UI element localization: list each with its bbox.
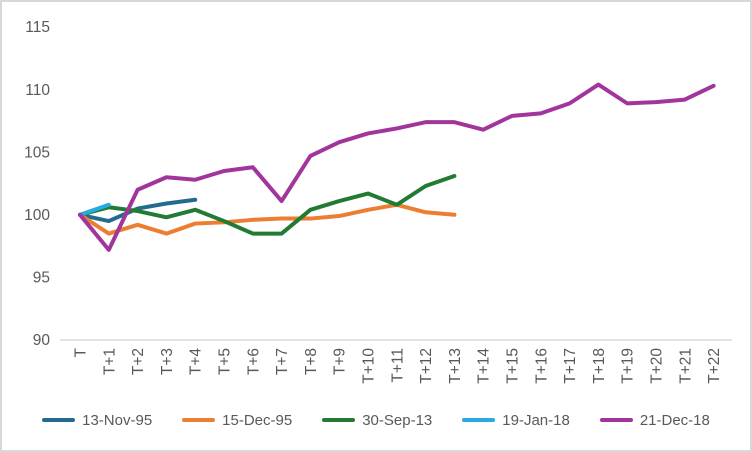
legend-label-15-Dec-95: 15-Dec-95 — [222, 411, 293, 429]
series-line-21-Dec-18 — [78, 82, 716, 252]
legend-label-19-Jan-18: 19-Jan-18 — [502, 411, 570, 429]
legend-item-19-Jan-18[interactable]: 19-Jan-18 — [462, 412, 570, 429]
x-axis-tick-label: T+3 — [159, 348, 176, 375]
y-axis-tick-label: 100 — [24, 207, 50, 224]
x-axis-tick-label: T+17 — [562, 348, 579, 384]
x-axis-tick-label: T+14 — [476, 348, 493, 384]
series-line-30-Sep-13 — [78, 173, 457, 236]
x-axis-tick-label: T+16 — [533, 348, 550, 384]
chart-legend: 13-Nov-95 15-Dec-95 30-Sep-13 19-Jan-18 21-D… — [2, 400, 750, 440]
series-line-15-Dec-95 — [78, 202, 457, 236]
legend-label-30-Sep-13: 30-Sep-13 — [362, 411, 433, 429]
x-axis-tick-label: T+1 — [101, 348, 118, 375]
x-axis-tick-label: T+10 — [361, 348, 378, 384]
legend-label-13-Nov-95: 13-Nov-95 — [82, 411, 153, 429]
x-axis-tick-label: T+20 — [649, 348, 666, 384]
x-axis-tick-label: T+11 — [389, 348, 406, 383]
x-axis-tick-label: T+7 — [274, 348, 291, 375]
y-axis-tick-label: 115 — [25, 19, 50, 36]
x-axis-tick-label: T+15 — [505, 348, 522, 384]
series-line-13-Nov-95 — [78, 197, 198, 224]
x-axis-tick-label: T+8 — [303, 348, 320, 375]
legend-line-swatch-15-Dec-95 — [182, 418, 216, 422]
legend-item-13-Nov-95[interactable]: 13-Nov-95 — [42, 412, 152, 429]
legend-item-30-Sep-13[interactable]: 30-Sep-13 — [322, 412, 432, 429]
legend-line-swatch-30-Sep-13 — [322, 418, 356, 422]
x-axis-tick-label: T+9 — [332, 348, 349, 375]
line-chart-plot: 115 110 105 100 95 90 T T+1 T+2 T+3 T+4 T+5 T+6 T+7 T+… — [24, 19, 732, 384]
y-axis-tick-label: 95 — [33, 270, 50, 287]
x-axis-tick-label: T+5 — [217, 348, 234, 375]
x-axis-tick-label: T+13 — [447, 348, 464, 384]
y-axis-tick-label: 105 — [24, 144, 50, 161]
x-axis-tick-label: T+12 — [418, 348, 435, 384]
x-axis-tick-label: T+6 — [245, 348, 262, 375]
legend-label-21-Dec-18: 21-Dec-18 — [639, 411, 710, 429]
legend-item-21-Dec-18[interactable]: 21-Dec-18 — [599, 411, 710, 429]
legend-line-swatch-21-Dec-18 — [599, 418, 633, 422]
series-line-19-Jan-18 — [78, 202, 111, 217]
x-axis-tick-label: T+22 — [706, 348, 723, 384]
x-axis-tick-label: T+19 — [620, 348, 637, 384]
legend-item-15-Dec-95[interactable]: 15-Dec-95 — [182, 412, 292, 429]
x-axis-tick-label: T+4 — [188, 348, 205, 376]
y-axis-tick-label: 110 — [25, 82, 50, 99]
legend-line-swatch-19-Jan-18 — [462, 418, 496, 422]
x-axis-tick-label: T+21 — [677, 348, 694, 384]
x-axis-tick-label: T+2 — [130, 348, 147, 375]
y-axis-tick-label: 90 — [33, 332, 51, 349]
x-axis-tick-label: T — [73, 347, 90, 357]
legend-line-swatch-13-Nov-95 — [42, 418, 76, 422]
x-axis-tick-label: T+18 — [591, 348, 608, 384]
